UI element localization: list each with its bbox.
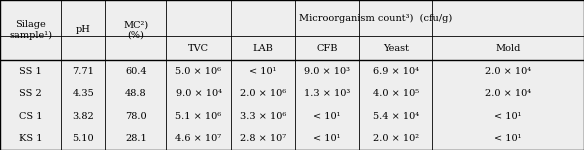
Text: < 10¹: < 10¹ bbox=[313, 112, 341, 121]
Text: Mold: Mold bbox=[495, 44, 521, 52]
Text: 5.10: 5.10 bbox=[72, 134, 94, 143]
Text: Microorganism count³)  (cfu/g): Microorganism count³) (cfu/g) bbox=[298, 14, 452, 22]
Text: 4.0 × 10⁵: 4.0 × 10⁵ bbox=[373, 89, 419, 98]
Text: 5.0 × 10⁶: 5.0 × 10⁶ bbox=[176, 67, 221, 76]
Text: < 10¹: < 10¹ bbox=[313, 134, 341, 143]
Text: Silage
sample¹): Silage sample¹) bbox=[9, 20, 52, 40]
Text: 2.0 × 10⁴: 2.0 × 10⁴ bbox=[485, 89, 531, 98]
Text: < 10¹: < 10¹ bbox=[494, 112, 522, 121]
Text: 28.1: 28.1 bbox=[125, 134, 147, 143]
Text: TVC: TVC bbox=[188, 44, 209, 52]
Text: 1.3 × 10³: 1.3 × 10³ bbox=[304, 89, 350, 98]
Text: LAB: LAB bbox=[252, 44, 273, 52]
Text: 3.82: 3.82 bbox=[72, 112, 94, 121]
Text: < 10¹: < 10¹ bbox=[494, 134, 522, 143]
Text: 4.35: 4.35 bbox=[72, 89, 94, 98]
Text: 2.0 × 10²: 2.0 × 10² bbox=[373, 134, 419, 143]
Text: 60.4: 60.4 bbox=[125, 67, 147, 76]
Text: 78.0: 78.0 bbox=[125, 112, 147, 121]
Text: SS 1: SS 1 bbox=[19, 67, 42, 76]
Text: 5.4 × 10⁴: 5.4 × 10⁴ bbox=[373, 112, 419, 121]
Text: 2.0 × 10⁶: 2.0 × 10⁶ bbox=[239, 89, 286, 98]
Text: MC²)
(%): MC²) (%) bbox=[123, 20, 148, 40]
Text: 7.71: 7.71 bbox=[72, 67, 94, 76]
Text: 9.0 × 10³: 9.0 × 10³ bbox=[304, 67, 350, 76]
Text: 4.6 × 10⁷: 4.6 × 10⁷ bbox=[176, 134, 221, 143]
Text: 9.0 × 10⁴: 9.0 × 10⁴ bbox=[176, 89, 221, 98]
Text: < 10¹: < 10¹ bbox=[249, 67, 277, 76]
Text: 2.0 × 10⁴: 2.0 × 10⁴ bbox=[485, 67, 531, 76]
Text: 6.9 × 10⁴: 6.9 × 10⁴ bbox=[373, 67, 419, 76]
Text: pH: pH bbox=[76, 26, 91, 34]
Text: SS 2: SS 2 bbox=[19, 89, 42, 98]
Text: 5.1 × 10⁶: 5.1 × 10⁶ bbox=[175, 112, 222, 121]
Text: CFB: CFB bbox=[317, 44, 338, 52]
Text: 2.8 × 10⁷: 2.8 × 10⁷ bbox=[240, 134, 286, 143]
Text: 3.3 × 10⁶: 3.3 × 10⁶ bbox=[239, 112, 286, 121]
Text: Yeast: Yeast bbox=[383, 44, 409, 52]
Text: KS 1: KS 1 bbox=[19, 134, 43, 143]
Text: 48.8: 48.8 bbox=[125, 89, 147, 98]
Text: CS 1: CS 1 bbox=[19, 112, 43, 121]
